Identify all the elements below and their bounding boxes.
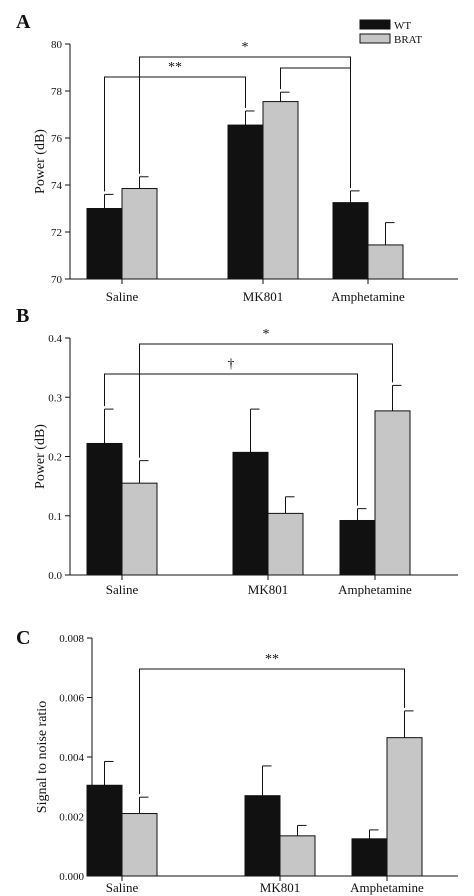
panel-letter: B (16, 305, 29, 327)
bar (86, 784, 123, 877)
significance-label: ** (265, 652, 279, 667)
bar (227, 124, 264, 280)
y-axis-title: Power (dB) (33, 424, 48, 489)
category-label: Amphetamine (338, 582, 412, 597)
y-tick-label: 74 (51, 180, 63, 192)
y-tick-label: 0.0 (48, 570, 62, 582)
panel-letter: A (16, 11, 31, 33)
significance-bracket (139, 668, 405, 795)
y-tick-label: 0.4 (48, 333, 62, 345)
significance-bracket (139, 343, 393, 458)
bar (244, 795, 281, 877)
bar (374, 410, 411, 576)
y-tick-label: 72 (51, 227, 62, 239)
bar (232, 451, 269, 576)
bar (86, 208, 123, 280)
legend-swatch (359, 19, 391, 30)
bar (279, 835, 316, 877)
y-tick-label: 0.002 (59, 812, 84, 824)
y-tick-label: 80 (51, 39, 63, 51)
panel-a: A 70 72 74 76 78 80 Power (dB) Saline MK801 Amphet… (16, 11, 458, 304)
y-axis-title: Power (dB) (33, 129, 48, 194)
y-tick-label: 70 (51, 274, 63, 286)
category-label: Saline (106, 289, 139, 304)
y-tick-label: 78 (51, 86, 63, 98)
significance-label: ** (168, 60, 182, 75)
bar (351, 838, 388, 877)
category-label: Saline (106, 582, 139, 597)
significance-label: * (242, 40, 249, 55)
y-tick-label: 0.008 (59, 633, 84, 645)
panel-letter: C (16, 627, 30, 649)
y-tick-label: 0.004 (59, 752, 84, 764)
bar (267, 512, 304, 576)
bar (332, 202, 369, 280)
significance-label: * (263, 327, 270, 342)
legend: WT BRAT (359, 19, 422, 46)
panel-b: B 0.0 0.1 0.2 0.3 0.4 Power (dB) Saline MK801 Amp… (16, 305, 458, 597)
bar (121, 188, 158, 280)
y-tick-label: 0.1 (48, 511, 62, 523)
significance-bracket (104, 76, 246, 192)
y-tick-label: 76 (51, 133, 63, 145)
bar (339, 519, 376, 576)
bar (121, 813, 158, 877)
category-label: MK801 (248, 582, 288, 597)
bar (121, 482, 158, 576)
significance-label: † (228, 357, 235, 372)
bar (86, 442, 123, 576)
category-label: MK801 (243, 289, 283, 304)
category-label: Amphetamine (350, 880, 424, 895)
significance-bracket (280, 67, 351, 188)
y-tick-label: 0.006 (59, 693, 84, 705)
legend-label: BRAT (394, 34, 422, 46)
category-label: MK801 (260, 880, 300, 895)
category-label: Amphetamine (331, 289, 405, 304)
bar (367, 244, 404, 280)
panel-c: C 0.000 0.002 0.004 0.006 0.008 Signal to nois… (16, 627, 458, 895)
bar (262, 101, 299, 280)
y-tick-label: 0.000 (59, 871, 84, 883)
category-label: Saline (106, 880, 139, 895)
bar (386, 737, 423, 877)
y-tick-label: 0.3 (48, 392, 62, 404)
significance-bracket (104, 373, 358, 506)
y-axis-title: Signal to noise ratio (35, 701, 50, 813)
legend-swatch (359, 33, 391, 44)
legend-label: WT (394, 20, 411, 32)
y-tick-label: 0.2 (48, 452, 62, 464)
